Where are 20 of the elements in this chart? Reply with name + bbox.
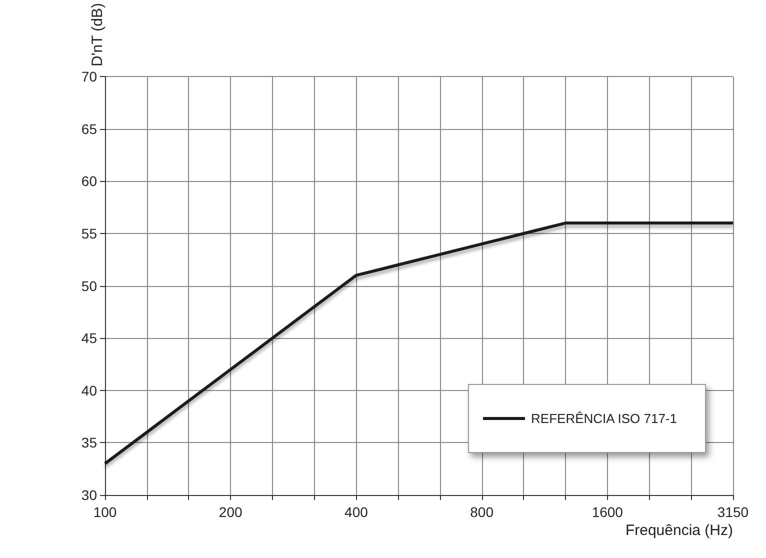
x-tick-label: 100 xyxy=(93,504,117,520)
y-tick-label: 45 xyxy=(81,330,98,346)
x-tick-label: 1600 xyxy=(592,504,624,520)
y-tick-label: 35 xyxy=(81,434,98,451)
legend-box: REFERÊNCIA ISO 717-1 xyxy=(468,384,706,453)
y-tick-label: 55 xyxy=(81,226,98,242)
y-axis-title: D'nT (dB) xyxy=(89,3,106,66)
y-tick-label: 60 xyxy=(81,173,98,190)
y-tick-label: 30 xyxy=(81,487,98,503)
x-tick-label: 800 xyxy=(470,504,494,520)
x-tick-label: 3150 xyxy=(717,504,749,520)
y-tick-label: 70 xyxy=(81,68,98,85)
legend-label: REFERÊNCIA ISO 717-1 xyxy=(531,411,677,426)
x-tick-label: 200 xyxy=(218,504,242,520)
y-tick-label: 65 xyxy=(81,120,98,137)
line-series xyxy=(104,222,734,466)
y-tick-label: 50 xyxy=(81,278,98,294)
x-axis-title: Frequência (Hz) xyxy=(625,522,733,539)
x-tick-label: 400 xyxy=(344,504,368,520)
y-tick-label: 40 xyxy=(81,382,98,398)
